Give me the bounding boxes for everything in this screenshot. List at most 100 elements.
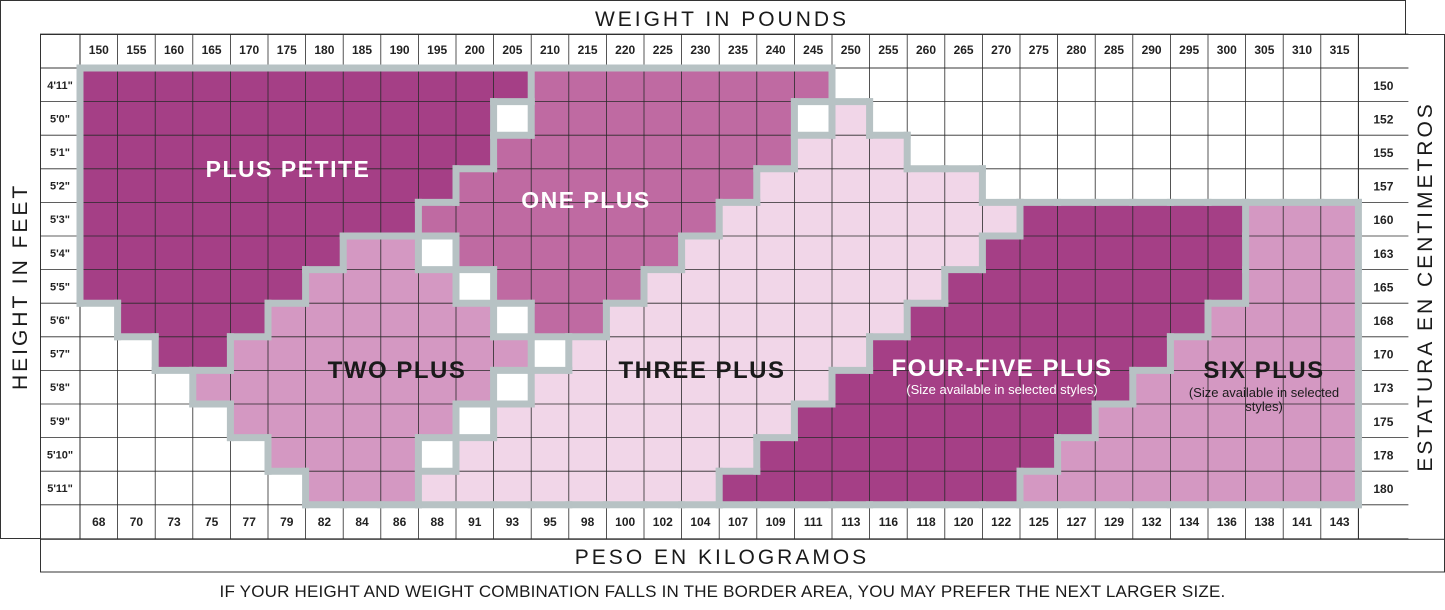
size-label-plus-petite: PLUS PETITE [206,156,371,182]
tick-label-kilograms: 111 [804,515,823,529]
tick-label-kilograms: 84 [355,515,369,529]
size-band-six-plus-row-9 [1170,336,1359,371]
y-axis-title-feet: HEIGHT IN FEET [9,183,32,390]
tick-label-centimeters: 178 [1373,448,1393,462]
tick-label-centimeters: 173 [1373,381,1393,395]
tick-label-kilograms: 143 [1330,515,1350,529]
tick-label-pounds: 215 [578,43,598,57]
tick-label-kilograms: 141 [1292,515,1312,529]
x-axis-title-kilograms: PESO EN KILOGRAMOS [575,546,869,569]
tick-label-pounds: 170 [239,43,259,57]
tick-label-pounds: 265 [954,43,974,57]
size-band-six-plus-row-5 [1245,202,1359,236]
tick-label-kilograms: 125 [1029,515,1049,529]
tick-label-pounds: 210 [540,43,560,57]
tick-label-kilograms: 93 [506,515,520,529]
size-label-one-plus: ONE PLUS [521,187,651,213]
tick-label-kilograms: 91 [468,515,482,529]
tick-label-feet: 5'10" [47,449,73,461]
x-axis-title-pounds: WEIGHT IN POUNDS [595,8,849,31]
tick-label-pounds: 290 [1142,43,1162,57]
tick-label-centimeters: 155 [1373,146,1393,160]
tick-label-kilograms: 136 [1217,515,1237,529]
tick-label-feet: 5'11" [47,483,73,495]
size-note-four-five-plus: (Size available in selected styles) [906,382,1097,397]
tick-label-feet: 5'0" [50,113,70,125]
tick-label-pounds: 295 [1179,43,1199,57]
tick-label-centimeters: 170 [1373,348,1393,362]
tick-label-centimeters: 163 [1373,247,1393,261]
tick-label-feet: 5'2" [50,181,70,193]
tick-label-pounds: 305 [1254,43,1274,57]
y-axis-title-centimeters: ESTATURA EN CENTIMETROS [1414,101,1437,471]
tick-label-kilograms: 118 [916,515,936,529]
tick-label-kilograms: 70 [130,515,144,529]
size-band-six-plus-row-13 [1020,471,1359,505]
tick-label-kilograms: 107 [728,515,748,529]
tick-label-pounds: 235 [728,43,748,57]
size-label-three-plus: THREE PLUS [618,357,785,384]
tick-label-pounds: 280 [1066,43,1086,57]
tick-label-pounds: 275 [1029,43,1049,57]
tick-label-kilograms: 77 [243,515,257,529]
size-band-six-plus-row-11 [1095,404,1359,438]
tick-label-feet: 5'5" [50,281,70,293]
tick-label-feet: 4'11" [47,80,73,92]
tick-label-kilograms: 109 [766,515,786,529]
tick-label-kilograms: 113 [841,515,861,529]
size-label-four-five-plus: FOUR-FIVE PLUS [891,355,1112,382]
tick-label-kilograms: 95 [543,515,557,529]
tick-label-pounds: 300 [1217,43,1237,57]
tick-label-kilograms: 98 [581,515,595,529]
tick-label-pounds: 205 [502,43,522,57]
tick-label-pounds: 155 [126,43,146,57]
size-band-two-plus-row-13 [305,471,419,505]
tick-label-kilograms: 127 [1066,515,1086,529]
tick-label-pounds: 310 [1292,43,1312,57]
tick-label-feet: 5'6" [50,315,70,327]
size-band-plus-petite-row-6 [80,236,344,270]
tick-label-kilograms: 102 [653,515,673,529]
size-band-three-plus-row-2 [832,101,870,136]
tick-label-kilograms: 88 [431,515,445,529]
size-label-two-plus: TWO PLUS [328,357,467,384]
tick-label-kilograms: 132 [1142,515,1162,529]
size-band-plus-petite-row-5 [80,202,419,236]
tick-label-feet: 5'4" [50,248,70,260]
tick-label-centimeters: 157 [1373,180,1393,194]
tick-label-pounds: 270 [991,43,1011,57]
tick-label-pounds: 285 [1104,43,1124,57]
tick-label-pounds: 195 [427,43,447,57]
size-note-six-plus-line2: styles) [1245,399,1283,414]
tick-label-pounds: 315 [1330,43,1350,57]
tick-label-kilograms: 75 [205,515,219,529]
tick-label-pounds: 150 [89,43,109,57]
tick-label-kilograms: 129 [1104,515,1124,529]
size-note-six-plus-line1: (Size available in selected [1189,385,1339,400]
size-label-six-plus: SIX PLUS [1203,357,1324,384]
size-region-borders [76,64,1362,509]
tick-label-feet: 5'3" [50,214,70,226]
tick-label-feet: 5'8" [50,382,70,394]
tick-label-centimeters: 168 [1373,314,1393,328]
tick-label-kilograms: 86 [393,515,407,529]
size-band-six-plus-row-7 [1245,269,1359,304]
footnote: IF YOUR HEIGHT AND WEIGHT COMBINATION FA… [219,582,1226,601]
tick-label-pounds: 260 [916,43,936,57]
tick-label-kilograms: 100 [615,515,635,529]
tick-label-pounds: 240 [766,43,786,57]
tick-label-kilograms: 120 [954,515,974,529]
tick-label-centimeters: 150 [1373,79,1393,93]
tick-label-kilograms: 82 [318,515,332,529]
tick-label-pounds: 165 [202,43,222,57]
tick-label-kilograms: 138 [1254,515,1274,529]
tick-label-pounds: 245 [803,43,823,57]
size-band-plus-petite-row-3 [80,135,494,169]
tick-label-pounds: 200 [465,43,485,57]
tick-label-feet: 5'9" [50,416,70,428]
tick-label-centimeters: 175 [1373,415,1393,429]
tick-label-pounds: 225 [653,43,673,57]
tick-label-kilograms: 122 [991,515,1011,529]
